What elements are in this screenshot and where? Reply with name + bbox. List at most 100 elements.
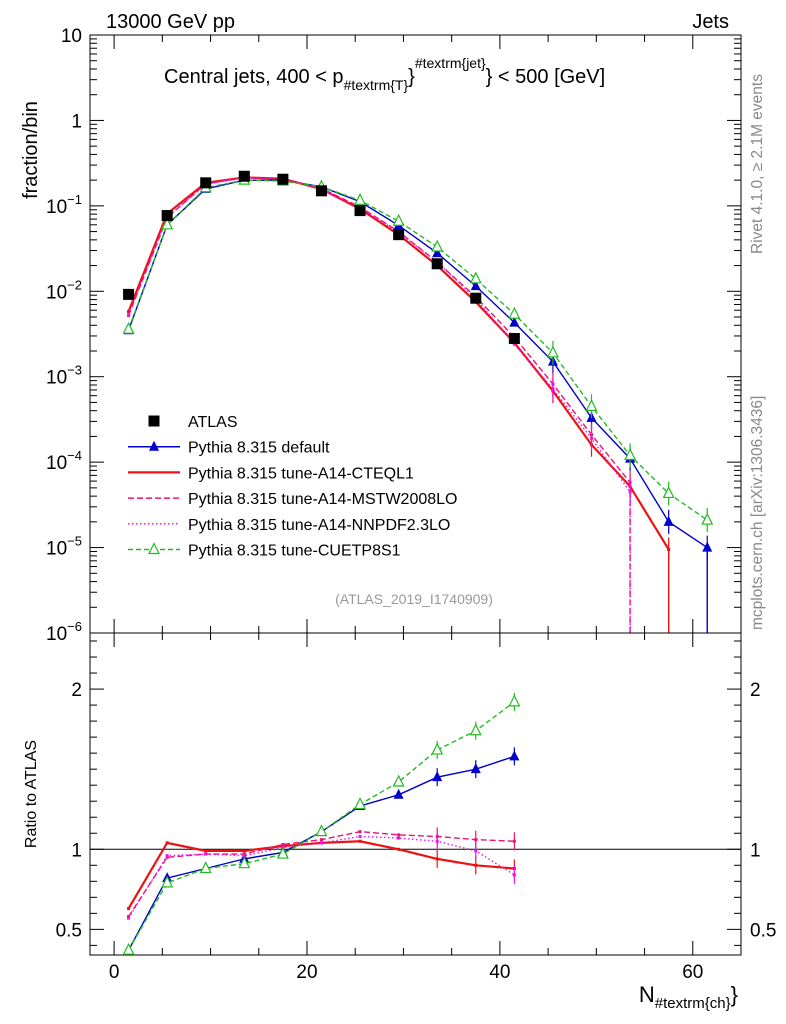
data-point: [277, 173, 289, 185]
data-point: [161, 210, 173, 222]
data-point: [204, 849, 208, 853]
data-point: [397, 833, 401, 837]
energy-label: 13000 GeV pp: [106, 11, 235, 33]
ratio-series-pythia-8-315-tune-a14-mstw2008lo: [127, 827, 516, 919]
title-main: Central jets, 400 < p: [164, 66, 344, 88]
xlabel-subscript: #textrm{ch}: [655, 995, 731, 1012]
ratio-line: [127, 840, 515, 910]
data-point: [242, 849, 246, 853]
ratio-ytick-label-right: 2: [750, 680, 761, 701]
data-point: [281, 842, 285, 846]
ratio-ytick-label-left: 1: [71, 840, 82, 861]
data-point: [702, 541, 713, 552]
rivet-label: Rivet 4.1.0, ≥ 2.1M events: [749, 74, 766, 254]
data-point: [474, 863, 478, 867]
data-point: [663, 515, 674, 526]
ytick-exponent: −2: [67, 277, 82, 292]
data-point: [431, 742, 444, 755]
data-point: [161, 217, 174, 230]
title-superscript: #textrm{jet}: [415, 55, 486, 71]
ratio-axis-ticks: 0 20 40 60 0.5 0.5 1 1 2 2: [56, 633, 776, 983]
legend-label: Pythia 8.315 tune-A14-MSTW2008LO: [188, 491, 457, 508]
data-point: [469, 271, 482, 284]
main-ytick-label: 10−2: [46, 277, 82, 303]
data-point: [701, 512, 714, 525]
legend-item: Pythia 8.315 tune-A14-CTEQL1: [128, 465, 414, 482]
data-point: [199, 861, 212, 874]
ratio-series-pythia-8-315-tune-a14-nnpdf2-3lo: [127, 832, 516, 920]
data-point: [392, 213, 405, 226]
data-point: [662, 486, 675, 499]
ytick-base: 10: [46, 539, 67, 560]
data-point: [469, 723, 482, 736]
ratio-ytick-label-right: 1: [750, 840, 761, 861]
data-point: [358, 839, 362, 843]
legend: ATLAS Pythia 8.315 default Pythia 8.315 tu…: [128, 414, 457, 560]
data-point: [512, 873, 516, 877]
data-point: [127, 915, 131, 919]
main-ytick-label: 1: [71, 111, 82, 132]
ratio-frame: [89, 632, 742, 956]
data-point: [393, 229, 405, 241]
data-point: [435, 839, 439, 843]
ytick-exponent: −1: [67, 192, 82, 207]
ratio-series-pythia-8-315-default: [123, 747, 520, 955]
data-point: [165, 855, 169, 859]
main-ytick-label: 10: [61, 26, 82, 47]
main-ytick-label: 10−1: [46, 192, 82, 218]
data-point: [358, 834, 362, 838]
legend-item: Pythia 8.315 tune-A14-NNPDF2.3LO: [128, 517, 450, 534]
data-point: [122, 321, 135, 334]
data-point: [508, 333, 520, 345]
data-point: [397, 847, 401, 851]
main-ytick-label: 10−5: [46, 534, 82, 560]
data-point: [431, 258, 443, 270]
data-point: [165, 854, 169, 858]
data-point: [358, 830, 362, 834]
data-point: [354, 797, 367, 810]
ytick-exponent: −3: [67, 363, 82, 378]
data-point: [470, 280, 481, 291]
ratio-line: [127, 755, 515, 951]
data-point: [354, 205, 366, 217]
data-point: [393, 788, 404, 799]
legend-label: ATLAS: [188, 414, 238, 431]
ratio-line: [127, 835, 515, 919]
series-pythia-8-315-tune-a14-nnpdf2-3lo: [127, 176, 632, 633]
data-point: [204, 852, 208, 856]
jets-label: Jets: [692, 11, 729, 33]
main-ytick-label: 10−3: [46, 363, 82, 389]
ratio-xlabel: N#textrm{ch}}: [639, 982, 738, 1012]
data-point: [470, 292, 482, 304]
data-point: [127, 916, 131, 920]
data-point: [508, 306, 521, 319]
ratio-line: [127, 830, 515, 917]
data-point: [123, 288, 135, 300]
legend-item: ATLAS: [148, 414, 238, 431]
data-point: [667, 547, 671, 551]
ytick-exponent: −5: [67, 534, 82, 549]
data-point: [546, 345, 559, 358]
ratio-ytick-label-right: 0.5: [750, 920, 776, 941]
data-point: [512, 839, 516, 843]
series-line: [127, 176, 631, 483]
series-pythia-8-315-tune-a14-mstw2008lo: [127, 175, 632, 633]
legend-label: Pythia 8.315 default: [188, 440, 330, 457]
legend-label: Pythia 8.315 tune-A14-NNPDF2.3LO: [188, 517, 450, 534]
data-point: [474, 838, 478, 842]
data-point: [508, 694, 521, 707]
legend-item: Pythia 8.315 tune-A14-MSTW2008LO: [128, 491, 457, 508]
ratio-series-pythia-8-315-tune-cuetp8s1: [122, 692, 521, 955]
title-subscript: #textrm{T}: [344, 77, 409, 93]
legend-label: Pythia 8.315 tune-A14-CTEQL1: [188, 465, 414, 482]
data-point: [628, 490, 632, 494]
data-point: [470, 763, 481, 774]
data-point: [509, 316, 520, 327]
data-point: [315, 824, 328, 837]
ytick-exponent: −4: [67, 448, 82, 463]
data-point: [281, 844, 285, 848]
ratio-xtick-label: 20: [296, 962, 317, 983]
series-line: [127, 179, 708, 521]
data-point: [276, 846, 289, 859]
data-point: [585, 398, 598, 411]
